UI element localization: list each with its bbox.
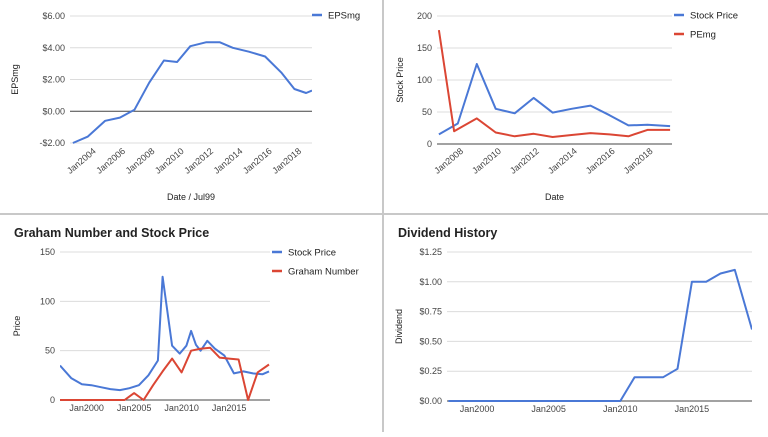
x-tick-label: Jan2018 (270, 146, 303, 176)
dividend-chart-panel: Dividend History $0.00 $0.25 $0.50 $0.75 $1.0… (384, 215, 768, 437)
x-tick-label: Jan2000 (69, 403, 104, 413)
x-tick-label: Jan2012 (508, 146, 541, 176)
x-tick-label: Jan2010 (164, 403, 199, 413)
legend-label: PEmg (690, 30, 716, 41)
y-tick-label: $6.00 (42, 11, 65, 21)
x-tick-label: Jan2008 (124, 146, 157, 176)
series-line-epsmg (72, 41, 312, 144)
x-tick-label: Jan2016 (584, 146, 617, 176)
series-line-stock-price (438, 63, 671, 136)
y-tick-label: $0.50 (419, 336, 442, 346)
y-tick-label: $2.00 (42, 75, 65, 85)
x-tick-label: Jan2004 (65, 146, 98, 176)
y-tick-label: 50 (422, 107, 432, 117)
y-tick-label: 200 (417, 11, 432, 21)
eps-chart-panel: EPSmg-$2.00$0.00$2.00$4.00$6.00Jan2004Ja… (0, 0, 382, 213)
y-tick-label: 0 (427, 139, 432, 149)
series-line-stock-price (60, 275, 270, 392)
panel-divider-vertical (382, 0, 384, 432)
graham-chart: Graham Number and Stock Price 0 50 100 150 Ja… (12, 226, 359, 437)
x-tick-label: Jan2010 (470, 146, 503, 176)
x-tick-label: Jan2008 (432, 146, 465, 176)
eps-chart: EPSmg-$2.00$0.00$2.00$4.00$6.00Jan2004Ja… (10, 11, 360, 203)
chart-title: Graham Number and Stock Price (14, 226, 209, 240)
x-tick-label: Jan2000 (460, 404, 495, 414)
legend-label: Stock Price (690, 11, 738, 22)
y-tick-label: 100 (40, 296, 55, 306)
series-line-graham-number (60, 346, 270, 401)
legend-label: Stock Price (288, 248, 336, 259)
y-tick-label: 150 (40, 247, 55, 257)
legend-label: EPSmg (328, 11, 360, 22)
y-tick-label: 0 (50, 395, 55, 405)
y-tick-label: $1.25 (419, 247, 442, 257)
y-tick-label: 150 (417, 43, 432, 53)
series-line-dividend (448, 268, 752, 402)
x-tick-label: Jan2014 (212, 146, 245, 176)
legend-label: Graham Number (288, 267, 359, 278)
y-tick-label: $0.25 (419, 366, 442, 376)
x-tick-label: Jan2005 (531, 404, 566, 414)
x-tick-label: Jan2016 (241, 146, 274, 176)
y-tick-label: $4.00 (42, 43, 65, 53)
graham-chart-panel: Graham Number and Stock Price 0 50 100 150 Ja… (0, 215, 382, 437)
x-tick-label: Jan2005 (117, 403, 152, 413)
y-tick-label: $0.75 (419, 307, 442, 317)
x-tick-label: Jan2006 (94, 146, 127, 176)
chart-title: Dividend History (398, 226, 497, 240)
x-tick-label: Jan2015 (212, 403, 247, 413)
x-axis-title: Date (545, 192, 564, 202)
y-axis-title: Price (12, 316, 22, 337)
series-line-pemg (437, 29, 671, 138)
y-axis-title: Dividend (394, 309, 404, 344)
y-tick-label: $0.00 (419, 396, 442, 406)
dividend-chart: Dividend History $0.00 $0.25 $0.50 $0.75 $1.0… (394, 226, 752, 437)
x-tick-label: Jan2010 (603, 404, 638, 414)
x-tick-label: Jan2014 (546, 146, 579, 176)
x-tick-label: Jan2018 (622, 146, 655, 176)
y-tick-label: -$2.00 (39, 138, 65, 148)
price-pe-chart: Price and PEmg050100150200Jan2008Jan2010… (395, 11, 738, 203)
y-tick-label: 100 (417, 75, 432, 85)
x-tick-label: Jan2010 (153, 146, 186, 176)
y-tick-label: $1.00 (419, 277, 442, 287)
x-tick-label: Jan2015 (675, 404, 710, 414)
y-tick-label: $0.00 (42, 106, 65, 116)
x-axis-title: Date / Jul99 (167, 192, 215, 202)
y-tick-label: 50 (45, 346, 55, 356)
y-axis-title: Stock Price (395, 57, 405, 103)
price-pe-chart-panel: Price and PEmg050100150200Jan2008Jan2010… (384, 0, 768, 213)
y-axis-title: EPSmg (10, 64, 20, 95)
x-tick-label: Jan2012 (182, 146, 215, 176)
panel-divider-horizontal (0, 213, 768, 215)
